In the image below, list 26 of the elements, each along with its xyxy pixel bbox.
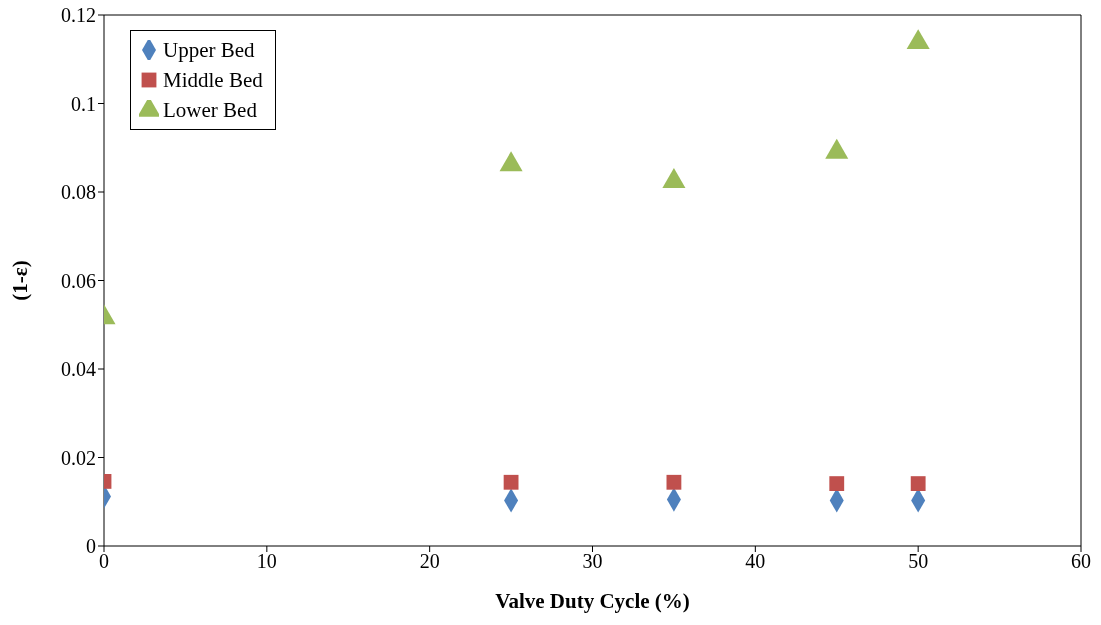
point — [906, 29, 930, 50]
legend-label: Upper Bed — [163, 37, 255, 64]
x-tick-label: 60 — [1071, 550, 1091, 573]
point — [662, 168, 686, 189]
x-tick-label: 30 — [582, 550, 603, 573]
x-tick-label: 10 — [256, 550, 277, 573]
x-tick-label: 40 — [745, 550, 766, 573]
y-axis-title: (1-ε) — [8, 260, 33, 301]
x-tick-label: 50 — [908, 550, 929, 573]
x-tick-label: 20 — [419, 550, 440, 573]
y-tick-label: 0.06 — [61, 269, 96, 292]
y-tick-label: 0.08 — [61, 181, 96, 204]
point — [666, 474, 682, 490]
point — [910, 476, 926, 492]
y-tick-label: 0.04 — [61, 358, 96, 381]
y-tick-label: 0.02 — [61, 446, 96, 469]
legend-label: Middle Bed — [163, 67, 263, 94]
point — [825, 138, 849, 159]
y-tick-label: 0 — [86, 535, 96, 558]
y-tick-label: 0.1 — [71, 92, 96, 115]
y-tick-label: 0.12 — [61, 4, 96, 27]
point — [499, 151, 523, 172]
point — [829, 476, 845, 492]
point — [503, 474, 519, 490]
x-axis-title: Valve Duty Cycle (%) — [495, 589, 690, 613]
legend-label: Lower Bed — [163, 97, 257, 124]
